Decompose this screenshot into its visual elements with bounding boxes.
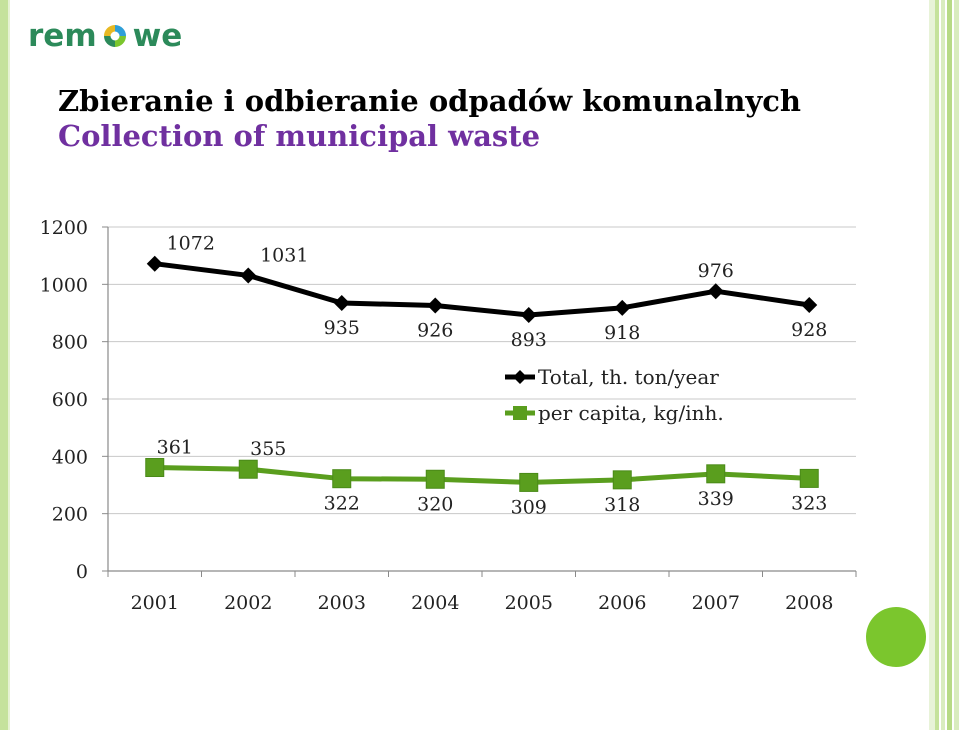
data-label-per-capita: 322 (324, 493, 360, 515)
logo-text-right: we (132, 18, 183, 54)
data-label-total: 893 (511, 329, 547, 351)
data-point-per-capita (519, 472, 539, 492)
legend-marker-per-capita (513, 406, 527, 420)
x-tick-label: 2007 (692, 592, 740, 614)
data-label-total: 926 (417, 320, 453, 342)
data-label-total: 1072 (167, 233, 215, 255)
data-point-per-capita (799, 468, 819, 488)
data-point-per-capita (612, 470, 632, 490)
x-tick-label: 2002 (224, 592, 272, 614)
data-label-per-capita: 339 (698, 488, 734, 510)
x-tick-label: 2004 (411, 592, 459, 614)
x-tick-label: 2006 (598, 592, 646, 614)
right-border-stripes (929, 0, 959, 730)
legend-marker-total (513, 370, 527, 384)
y-tick-label: 800 (52, 332, 88, 354)
data-point-total (333, 294, 350, 311)
accent-circle (866, 607, 926, 667)
data-point-total (240, 267, 257, 284)
data-label-total: 976 (698, 260, 734, 282)
y-tick-label: 600 (52, 389, 88, 411)
data-label-total: 1031 (260, 244, 308, 266)
data-point-total (146, 255, 163, 272)
data-label-total: 935 (324, 317, 360, 339)
data-point-total (801, 296, 818, 313)
data-label-per-capita: 361 (157, 437, 193, 459)
data-point-total (520, 307, 537, 324)
y-tick-label: 400 (52, 446, 88, 468)
slide-subtitle: Collection of municipal waste (58, 119, 541, 153)
slide-title: Zbieranie i odbieranie odpadów komunalny… (58, 84, 801, 118)
left-border-stripe (0, 0, 8, 730)
remowe-logo: rem we (28, 18, 182, 54)
data-label-total: 928 (791, 319, 827, 341)
x-tick-label: 2005 (505, 592, 553, 614)
data-point-per-capita (238, 459, 258, 479)
left-border-stripe-inner (8, 0, 10, 730)
data-label-per-capita: 309 (511, 496, 547, 518)
data-point-per-capita (425, 469, 445, 489)
y-tick-label: 200 (52, 504, 88, 526)
logo-text-left: rem (28, 18, 97, 54)
x-tick-label: 2001 (131, 592, 179, 614)
data-point-total (614, 299, 631, 316)
data-point-per-capita (706, 464, 726, 484)
data-label-per-capita: 355 (250, 438, 286, 460)
legend-label: per capita, kg/inh. (538, 401, 724, 425)
data-point-total (427, 297, 444, 314)
y-tick-label: 1200 (40, 217, 88, 239)
data-point-total (707, 283, 724, 300)
data-label-per-capita: 320 (417, 493, 453, 515)
series-line-total (154, 261, 810, 318)
x-tick-label: 2003 (318, 592, 366, 614)
data-label-per-capita: 318 (604, 494, 640, 516)
x-tick-label: 2008 (785, 592, 833, 614)
series-line-per-capita (154, 465, 810, 485)
y-tick-label: 0 (76, 561, 88, 583)
data-label-total: 918 (604, 322, 640, 344)
data-label-per-capita: 323 (791, 492, 827, 514)
globe-icon (103, 25, 126, 47)
y-tick-label: 1000 (40, 274, 88, 296)
data-point-per-capita (145, 458, 165, 478)
legend-label: Total, th. ton/year (538, 365, 719, 389)
data-point-per-capita (332, 469, 352, 489)
